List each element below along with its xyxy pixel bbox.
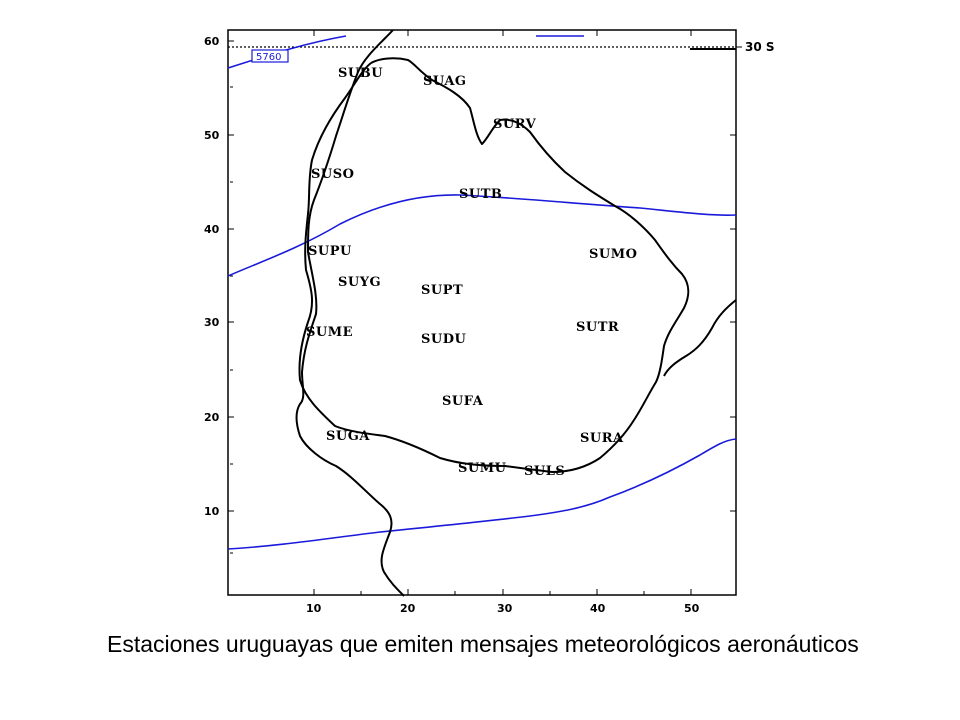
y-tick-label: 50: [204, 129, 220, 142]
latitude-label: 30 S: [745, 40, 775, 54]
station-label: SURA: [580, 431, 624, 446]
x-tick-label: 30: [497, 602, 513, 615]
station-label: SUSO: [311, 167, 354, 182]
y-tick-marks: [228, 40, 736, 554]
west-border: [295, 29, 405, 597]
station-label: SUMU: [458, 461, 507, 476]
contour-line: [227, 438, 737, 550]
figure-caption: Estaciones uruguayas que emiten mensajes…: [107, 631, 859, 657]
station-label: SUAG: [423, 74, 467, 89]
y-tick-label: 10: [204, 505, 220, 518]
station-label: SUPT: [421, 283, 463, 298]
station-label: SUME: [306, 325, 353, 340]
station-label: SUGA: [326, 429, 370, 444]
contour-line: [227, 194, 737, 277]
station-label: SUTR: [576, 320, 619, 335]
x-tick-marks: [313, 30, 692, 595]
station-label: SULS: [524, 464, 565, 479]
y-tick-label: 40: [204, 223, 220, 236]
map-frame: [227, 29, 737, 596]
y-tick-label: 60: [204, 35, 220, 48]
station-label: SUBU: [338, 66, 383, 81]
station-label: SUYG: [338, 275, 381, 290]
map-figure: 60 50 40 30 20 10 10 20 30 40 50 30 S: [204, 29, 775, 615]
east-border: [663, 299, 737, 377]
contour-label: 5760: [256, 52, 281, 63]
station-label: SUFA: [442, 394, 484, 409]
x-tick-label: 20: [400, 602, 416, 615]
station-label: SUTB: [459, 187, 502, 202]
uruguay-border: [298, 57, 690, 473]
station-label: SURV: [493, 117, 537, 132]
y-tick-label: 30: [204, 316, 220, 329]
x-tick-label: 40: [590, 602, 606, 615]
y-tick-label: 20: [204, 411, 220, 424]
station-label: SUMO: [589, 247, 637, 262]
station-label: SUPU: [308, 244, 352, 259]
x-tick-label: 50: [684, 602, 700, 615]
contour-label-box: [251, 49, 289, 63]
station-label: SUDU: [421, 332, 466, 347]
x-tick-label: 10: [306, 602, 322, 615]
